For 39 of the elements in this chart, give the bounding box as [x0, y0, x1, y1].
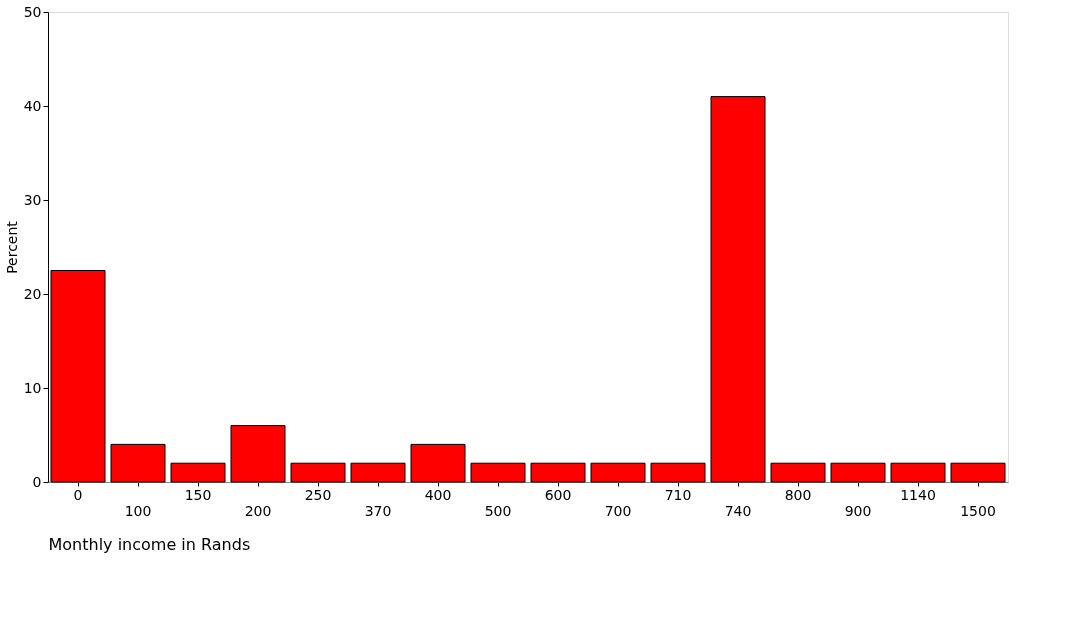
x-tick-label: 200: [244, 502, 272, 519]
x-tick-label: 1140: [900, 486, 936, 503]
x-tick-label: 100: [124, 502, 152, 519]
bar: [170, 462, 226, 483]
bar: [890, 462, 946, 483]
bar: [590, 462, 646, 483]
y-tick-label: 0: [32, 473, 42, 490]
x-tick-label: 700: [604, 502, 632, 519]
bar: [530, 462, 586, 483]
bar: [770, 462, 826, 483]
bar: [290, 462, 346, 483]
x-tick-label: 250: [304, 486, 332, 503]
bar: [650, 462, 706, 483]
bar: [410, 443, 466, 483]
x-tick-label: 600: [544, 486, 572, 503]
bar: [350, 462, 406, 483]
bar: [470, 462, 526, 483]
bar: [230, 425, 286, 483]
y-tick-label: 40: [23, 97, 42, 114]
bar: [950, 462, 1006, 483]
x-tick-label: 800: [784, 486, 812, 503]
y-tick-label: 20: [23, 285, 42, 302]
x-tick-label: 710: [664, 486, 692, 503]
x-tick-label: 1500: [960, 502, 996, 519]
x-tick-label: 370: [364, 502, 392, 519]
y-tick-label: 10: [23, 379, 42, 396]
bar: [830, 462, 886, 483]
bar: [710, 96, 766, 483]
x-tick-label: 900: [844, 502, 872, 519]
bar: [110, 443, 166, 483]
x-tick-label: 0: [73, 486, 83, 503]
x-tick-label: 740: [724, 502, 752, 519]
x-tick-label: 150: [184, 486, 212, 503]
y-tick-label: 50: [23, 3, 42, 20]
x-axis-title: Monthly income in Rands: [48, 534, 251, 554]
x-tick-label: 500: [484, 502, 512, 519]
x-tick-label: 400: [424, 486, 452, 503]
y-tick-label: 30: [23, 191, 42, 208]
y-axis-title: Percent: [3, 220, 20, 274]
